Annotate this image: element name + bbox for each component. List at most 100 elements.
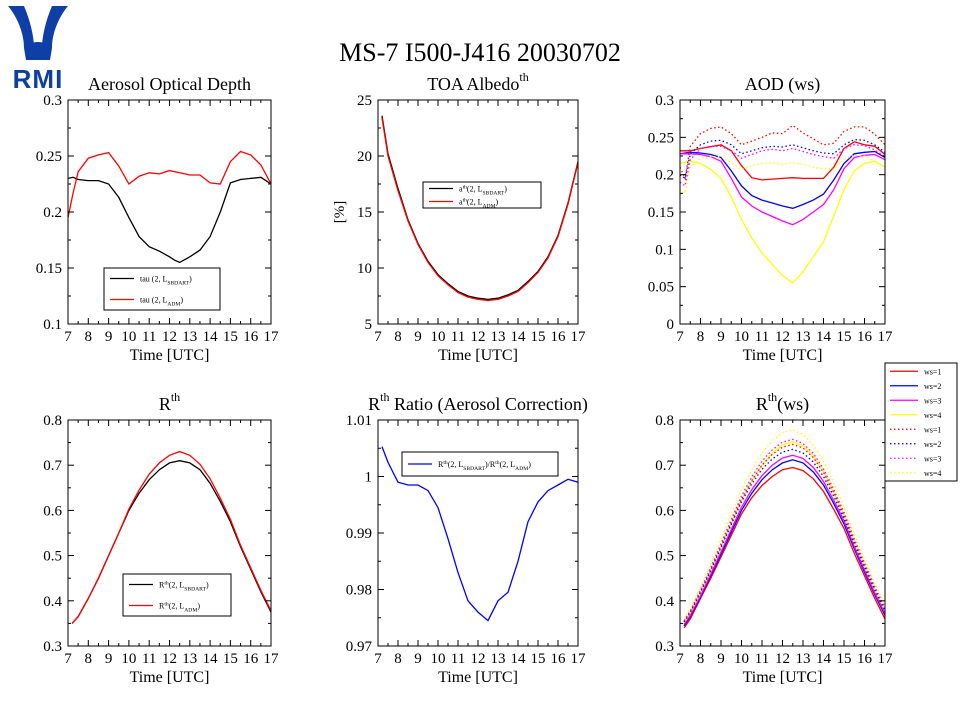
x-tick-label: 13 bbox=[491, 651, 506, 667]
x-tick-label: 15 bbox=[223, 329, 238, 345]
series-line-2 bbox=[71, 450, 271, 624]
x-tick-label: 12 bbox=[775, 329, 790, 345]
y-tick-label: 0.15 bbox=[36, 261, 62, 277]
series-line-5 bbox=[683, 443, 885, 622]
x-tick-label: 11 bbox=[755, 329, 769, 345]
legend-label: Rth(2, LADM) bbox=[159, 602, 200, 614]
series-line-4 bbox=[680, 160, 885, 284]
legend: Rth(2, LSBDART) Rth(2, LADM) bbox=[122, 573, 232, 617]
series-line-5 bbox=[680, 124, 885, 181]
x-tick-label: 17 bbox=[571, 329, 587, 345]
series-group bbox=[683, 429, 885, 629]
x-tick-label: 10 bbox=[121, 329, 136, 345]
plot-frame bbox=[679, 99, 886, 325]
x-tick-label: 7 bbox=[374, 329, 382, 345]
x-tick-label: 9 bbox=[414, 329, 422, 345]
y-tick-label: 0.2 bbox=[43, 205, 62, 221]
series-line-4 bbox=[683, 441, 885, 623]
x-tick-label: 9 bbox=[717, 651, 725, 667]
x-tick-label: 16 bbox=[551, 651, 567, 667]
y-tick-label: 0.3 bbox=[655, 93, 674, 109]
x-tick-label: 7 bbox=[64, 651, 72, 667]
x-tick-label: 14 bbox=[511, 651, 527, 667]
chart-title: TOA Albedoth bbox=[427, 70, 529, 94]
x-tick-label: 12 bbox=[162, 329, 177, 345]
x-tick-label: 13 bbox=[796, 329, 811, 345]
y-tick-label: 0.4 bbox=[655, 594, 674, 610]
x-tick-label: 14 bbox=[203, 651, 219, 667]
y-tick-label: 0.5 bbox=[655, 549, 674, 565]
y-tick-label: 0.6 bbox=[655, 503, 674, 519]
x-tick-label: 10 bbox=[431, 329, 446, 345]
x-axis-label: Time [UTC] bbox=[438, 669, 518, 686]
x-tick-label: 12 bbox=[471, 651, 486, 667]
series-group bbox=[381, 446, 578, 622]
x-tick-label: 13 bbox=[491, 329, 506, 345]
x-tick-label: 12 bbox=[775, 651, 790, 667]
x-tick-label: 7 bbox=[64, 329, 72, 345]
series-line-2 bbox=[381, 117, 578, 302]
rmi-logo bbox=[8, 6, 68, 60]
x-tick-label: 15 bbox=[837, 651, 852, 667]
y-tick-label: 0.6 bbox=[43, 503, 62, 519]
series-group bbox=[68, 150, 271, 264]
y-tick-label: 0.3 bbox=[43, 639, 62, 655]
x-tick-label: 17 bbox=[571, 651, 587, 667]
legend-box bbox=[884, 362, 958, 482]
chart-title: Rth(ws) bbox=[756, 390, 809, 415]
x-tick-label: 17 bbox=[264, 329, 280, 345]
x-tick-label: 14 bbox=[816, 651, 832, 667]
y-tick-label: 0.98 bbox=[346, 583, 372, 599]
x-tick-label: 16 bbox=[857, 329, 873, 345]
y-tick-label: 0.97 bbox=[346, 639, 373, 655]
x-tick-label: 8 bbox=[394, 651, 402, 667]
aod-ws-chart: AOD (ws) 7 8 9 10 11 12 13 14 15 16 17 0 0.05 0.1 0.15 0… bbox=[648, 74, 894, 364]
series-line-1 bbox=[680, 141, 885, 181]
legend-label: ws=3 bbox=[924, 454, 941, 463]
legend-box bbox=[103, 267, 221, 311]
x-tick-label: 14 bbox=[511, 329, 527, 345]
legend: ath(2, LSBDART)ath(2, LADM) bbox=[422, 181, 542, 210]
y-tick-label: 5 bbox=[365, 317, 373, 333]
rth-ws-chart: Rth(ws) 7 8 9 10 11 12 13 14 15 16 17 0.3 0.4 0.5 0.6 0.… bbox=[655, 390, 893, 686]
series-line-2 bbox=[68, 150, 271, 218]
y-tick-label: 15 bbox=[357, 205, 372, 221]
y-tick-label: 0.3 bbox=[655, 639, 674, 655]
x-tick-label: 8 bbox=[697, 651, 705, 667]
legend-label: Rth(2, LSBDART) bbox=[159, 581, 209, 593]
x-tick-label: 11 bbox=[142, 651, 156, 667]
x-tick-label: 15 bbox=[531, 651, 546, 667]
y-tick-label: 0.99 bbox=[346, 526, 372, 542]
x-tick-label: 8 bbox=[394, 329, 402, 345]
series-line-6 bbox=[683, 448, 885, 623]
aod-chart: Aerosol Optical Depth 7 8 9 10 11 12 13 14 15 16 17… bbox=[36, 74, 280, 364]
x-tick-label: 14 bbox=[816, 329, 832, 345]
legend-label: ws=4 bbox=[924, 469, 941, 478]
x-tick-label: 8 bbox=[85, 651, 93, 667]
y-tick-label: 0.7 bbox=[655, 458, 674, 474]
y-tick-label: 0 bbox=[667, 317, 675, 333]
x-tick-label: 17 bbox=[878, 329, 894, 345]
y-tick-label: 0.5 bbox=[43, 549, 62, 565]
legend-label: ws=3 bbox=[924, 396, 941, 405]
series-line-1 bbox=[68, 176, 271, 264]
y-tick-label: 20 bbox=[357, 149, 372, 165]
y-tick-label: 0.05 bbox=[648, 280, 674, 296]
ws-legend: ws=1 ws=2 ws=3 ws=4 ws=1 ws=2 ws=3 ws=4 bbox=[884, 362, 958, 482]
x-axis-label: Time [UTC] bbox=[438, 347, 518, 364]
y-axis-label: [%] bbox=[332, 201, 348, 224]
rth-ratio-chart: Rth Ratio (Aerosol Correction) 7 8 9 10 11 12 1… bbox=[346, 390, 588, 686]
plot-frame bbox=[679, 419, 886, 647]
x-tick-label: 10 bbox=[734, 329, 749, 345]
x-tick-label: 15 bbox=[223, 651, 238, 667]
x-tick-label: 15 bbox=[531, 329, 546, 345]
y-tick-label: 0.2 bbox=[655, 168, 674, 184]
series-line-2 bbox=[680, 150, 885, 209]
x-tick-label: 7 bbox=[676, 329, 684, 345]
series-line-8 bbox=[680, 154, 885, 195]
x-tick-label: 11 bbox=[451, 651, 465, 667]
y-tick-label: 10 bbox=[357, 261, 372, 277]
x-tick-label: 7 bbox=[676, 651, 684, 667]
series-line-1 bbox=[683, 466, 885, 629]
